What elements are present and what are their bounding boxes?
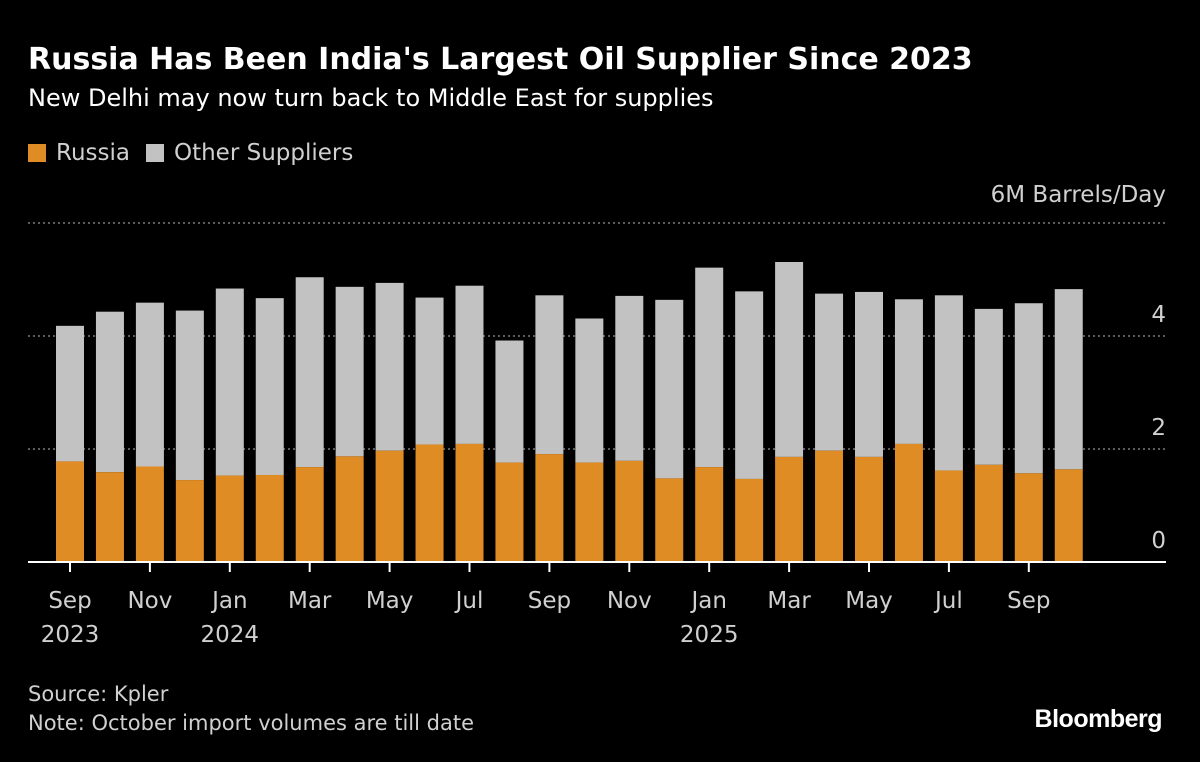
bar-russia-2025-03 xyxy=(775,456,804,562)
bar-russia-2023-12 xyxy=(175,480,204,562)
bar-other-suppliers-2024-06 xyxy=(415,297,444,445)
x-tick-label-2024-05: May xyxy=(366,588,414,614)
bar-russia-2025-01 xyxy=(695,467,724,562)
bar-russia-2023-10 xyxy=(95,472,124,562)
bar-russia-2024-07 xyxy=(455,443,484,562)
bar-russia-2024-09 xyxy=(535,454,564,562)
bar-other-suppliers-2025-01 xyxy=(695,267,724,468)
bar-other-suppliers-2025-09 xyxy=(1014,303,1043,474)
bar-russia-2023-09 xyxy=(56,461,84,562)
x-tick-label-2025-05: May xyxy=(845,588,893,614)
chart-title: Russia Has Been India's Largest Oil Supp… xyxy=(28,42,973,77)
bar-other-suppliers-2025-07 xyxy=(934,295,963,471)
bar-other-suppliers-2024-04 xyxy=(335,286,364,457)
bar-other-suppliers-2025-10 xyxy=(1054,289,1083,470)
x-tick-label-2025-07: Jul xyxy=(933,588,963,614)
x-tick-label-2024-03: Mar xyxy=(288,588,332,614)
bar-other-suppliers-2025-06 xyxy=(894,299,923,444)
bar-other-suppliers-2024-11 xyxy=(615,295,644,461)
bar-russia-2024-12 xyxy=(655,478,684,562)
bar-russia-2024-10 xyxy=(575,462,604,562)
bar-other-suppliers-2023-12 xyxy=(175,310,204,481)
legend-swatch-russia xyxy=(28,144,46,162)
bar-russia-2023-11 xyxy=(135,466,164,562)
bar-russia-2025-10 xyxy=(1054,469,1083,562)
bar-other-suppliers-2023-09 xyxy=(56,325,84,462)
bar-russia-2024-04 xyxy=(335,456,364,562)
y-tick-label-2: 2 xyxy=(1151,415,1166,441)
y-axis-unit-label: 6M Barrels/Day xyxy=(990,182,1166,208)
bar-other-suppliers-2024-07 xyxy=(455,285,484,444)
x-tick-label-2025-09: Sep xyxy=(1007,588,1050,614)
legend-item-other-suppliers: Other Suppliers xyxy=(145,140,354,166)
bar-other-suppliers-2025-05 xyxy=(855,291,883,457)
bar-russia-2024-08 xyxy=(495,462,524,562)
bar-russia-2025-02 xyxy=(735,478,764,562)
y-tick-label-4: 4 xyxy=(1151,302,1166,328)
bar-russia-2025-06 xyxy=(894,443,923,562)
x-tick-label-2023-11: Nov xyxy=(127,588,172,614)
x-tick-label-2023-09: Sep xyxy=(48,588,91,614)
bar-other-suppliers-2024-01 xyxy=(215,288,244,476)
x-tick-year-2024: 2024 xyxy=(201,622,260,648)
x-tick-label-2024-09: Sep xyxy=(528,588,571,614)
x-tick-label-2024-11: Nov xyxy=(607,588,652,614)
bar-russia-2025-09 xyxy=(1014,473,1043,562)
legend-item-russia: Russia xyxy=(28,140,130,166)
x-tick-year-2025: 2025 xyxy=(680,622,739,648)
bar-other-suppliers-2023-11 xyxy=(135,302,164,467)
bar-other-suppliers-2024-12 xyxy=(655,299,684,479)
bloomberg-logo: Bloomberg xyxy=(1034,705,1163,733)
x-tick-year-2023: 2023 xyxy=(41,622,100,648)
bar-russia-2024-02 xyxy=(255,474,284,562)
bar-russia-2025-07 xyxy=(934,470,963,562)
bar-other-suppliers-2023-10 xyxy=(95,311,124,473)
bar-other-suppliers-2025-04 xyxy=(815,293,844,451)
chart-subtitle: New Delhi may now turn back to Middle Ea… xyxy=(28,84,714,112)
bar-russia-2024-11 xyxy=(615,460,644,562)
y-tick-label-0: 0 xyxy=(1151,528,1166,554)
bar-other-suppliers-2024-09 xyxy=(535,295,564,455)
x-tick-label-2024-01: Jan xyxy=(210,588,247,614)
bar-other-suppliers-2024-10 xyxy=(575,318,604,463)
legend-label-other-suppliers: Other Suppliers xyxy=(173,140,354,166)
bar-other-suppliers-2024-02 xyxy=(255,298,284,475)
bar-other-suppliers-2024-05 xyxy=(375,282,404,451)
legend-label-russia: Russia xyxy=(56,140,130,166)
bar-other-suppliers-2025-02 xyxy=(735,291,764,479)
bar-russia-2024-06 xyxy=(415,444,444,562)
bar-russia-2025-04 xyxy=(815,450,844,562)
legend-swatch-other-suppliers xyxy=(145,144,164,162)
bar-other-suppliers-2024-08 xyxy=(495,340,524,463)
chart-legend: Russia Other Suppliers xyxy=(28,137,369,169)
x-tick-label-2025-03: Mar xyxy=(767,588,811,614)
bar-russia-2024-01 xyxy=(215,475,244,562)
x-tick-label-2024-07: Jul xyxy=(454,588,484,614)
source-note: Source: Kpler xyxy=(28,682,169,706)
x-tick-label-2025-01: Jan xyxy=(689,588,726,614)
bar-russia-2024-05 xyxy=(375,450,404,562)
bar-other-suppliers-2024-03 xyxy=(295,277,324,468)
bar-other-suppliers-2025-03 xyxy=(775,261,804,457)
bar-russia-2025-05 xyxy=(855,456,883,562)
bar-russia-2024-03 xyxy=(295,467,324,562)
bar-russia-2025-08 xyxy=(974,464,1003,562)
bar-other-suppliers-2025-08 xyxy=(974,308,1003,465)
footnote: Note: October import volumes are till da… xyxy=(28,711,475,735)
